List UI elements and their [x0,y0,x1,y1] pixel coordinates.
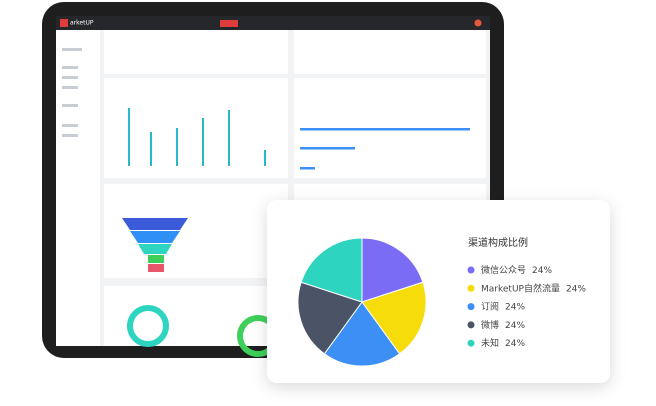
pie-slice [300,237,363,303]
legend-label: 微博 24% [481,318,525,330]
pie-slice [323,301,401,367]
legend-swatch [467,284,475,292]
legend-swatch [467,321,475,329]
legend-category: 未知 [481,337,499,349]
pie-slice [297,281,363,355]
pie-slice [361,281,427,355]
legend-label: 微信公众号 24% [481,264,552,276]
logo-icon [60,19,68,27]
avatar[interactable] [474,19,482,27]
legend-label: 订阅 24% [481,301,525,312]
legend-category: 微博 [481,318,499,330]
legend-category: 订阅 [481,301,499,312]
funnel [122,218,188,272]
legend-swatch [467,266,475,274]
donut [127,305,169,347]
pie-slice [361,237,424,303]
legend-value: 24% [505,339,525,349]
legend-value: 24% [505,302,525,312]
legend-value: 24% [532,266,552,276]
chart-title: 渠道构成比例 [468,236,528,249]
legend-value: 24% [566,284,586,294]
legend-swatch [467,303,475,311]
legend-label: 未知 24% [481,337,525,349]
nav-active[interactable] [220,20,238,27]
logo: arketUP [70,20,94,27]
progress-bars [300,128,470,170]
sidebar [56,30,100,346]
legend-value: 24% [505,320,525,330]
legend-category: MarketUP自然流量 [481,282,560,294]
legend: 微信公众号 24% MarketUP自然流量 24% 订阅 24% 微博 24% 未知 24% [467,264,586,349]
pie [297,237,427,367]
panel-bars [128,108,266,166]
legend-label: MarketUP自然流量 24% [481,282,586,294]
sidebar-items [62,48,82,137]
nav-bar [56,16,490,30]
legend-swatch [467,339,475,347]
legend-category: 微信公众号 [481,264,526,276]
